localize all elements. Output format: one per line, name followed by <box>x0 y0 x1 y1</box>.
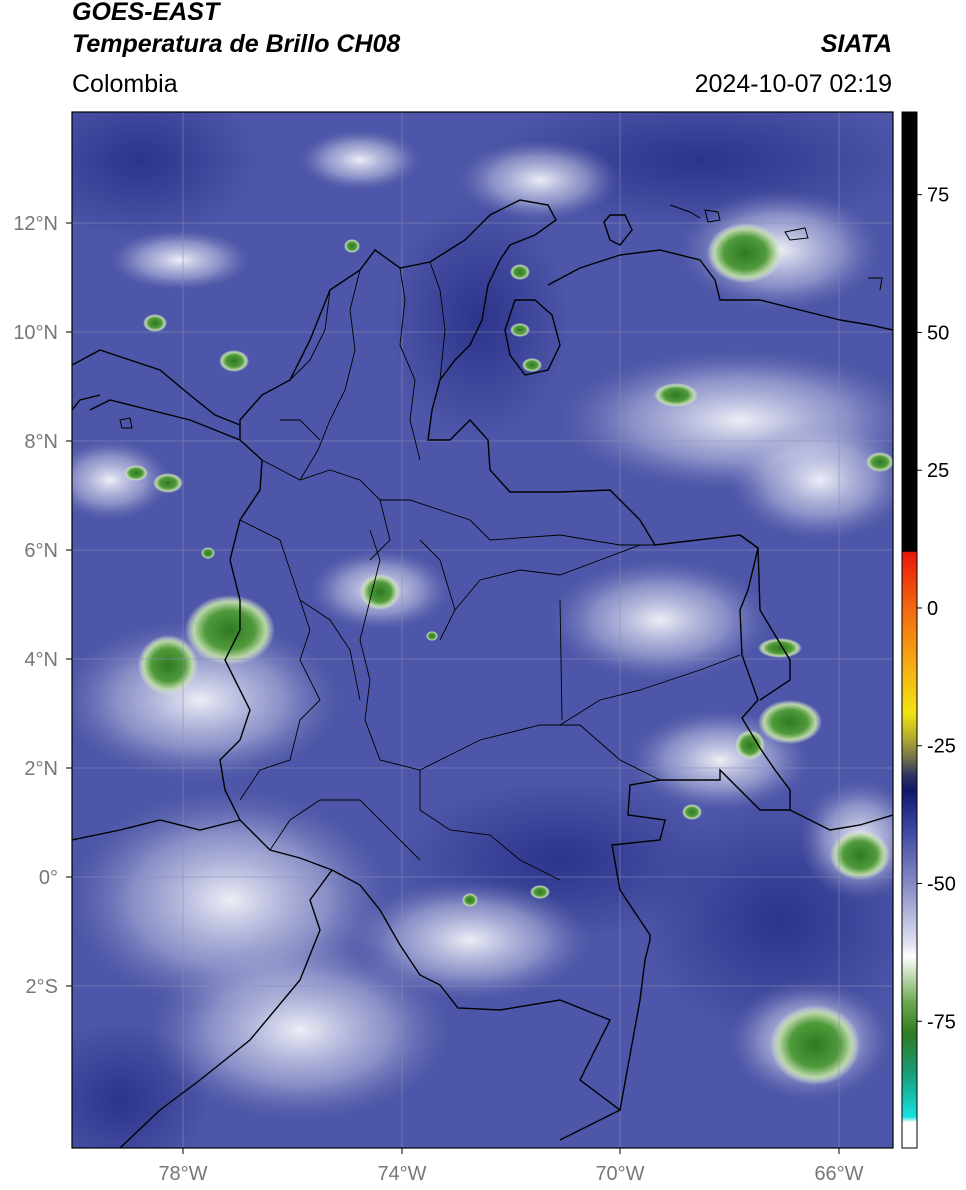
lon-label: 66°W <box>814 1163 863 1185</box>
lat-label: 2°S <box>26 976 58 998</box>
lat-label: 6°N <box>24 540 58 562</box>
satellite-title: GOES-EAST <box>72 0 220 26</box>
colorbar-tick-label: -25 <box>927 736 956 758</box>
timestamp-label: 2024-10-07 02:19 <box>694 70 892 98</box>
colorbar-gradient <box>902 112 917 1148</box>
colorbar-tick-label: -75 <box>927 1011 956 1033</box>
colorbar-tick-label: 25 <box>927 460 949 482</box>
gridlines <box>72 112 893 1148</box>
region-label: Colombia <box>72 70 178 98</box>
lon-label: 70°W <box>595 1163 644 1185</box>
map-frame <box>71 111 894 1149</box>
country-borders <box>72 199 893 1148</box>
lat-label: 4°N <box>24 649 58 671</box>
lat-label: 12°N <box>13 213 58 235</box>
lon-axis: 78°W 74°W 70°W 66°W <box>158 1148 864 1185</box>
colorbar-frame <box>901 111 918 1149</box>
colorbar-tick-label: 75 <box>927 185 949 207</box>
lon-label: 74°W <box>377 1163 426 1185</box>
lat-axis: 12°N 10°N 8°N 6°N 4°N 2°N 0° 2°S <box>13 213 72 998</box>
lon-label: 78°W <box>158 1163 207 1185</box>
colorbar-tick-label: 50 <box>927 322 949 344</box>
colorbar: 75 50 25 0 -25 -50 -75 <box>901 111 956 1149</box>
lat-label: 10°N <box>13 322 58 344</box>
colorbar-tick-label: 0 <box>927 598 938 620</box>
colorbar-tick-label: -50 <box>927 873 956 895</box>
lat-label: 8°N <box>24 431 58 453</box>
lat-label: 0° <box>39 867 58 889</box>
product-title: Temperatura de Brillo CH08 <box>72 30 401 58</box>
islands <box>119 204 883 429</box>
department-borders <box>239 261 741 881</box>
satellite-image <box>72 112 893 1148</box>
lat-label: 2°N <box>24 758 58 780</box>
brand-label: SIATA <box>820 30 892 58</box>
